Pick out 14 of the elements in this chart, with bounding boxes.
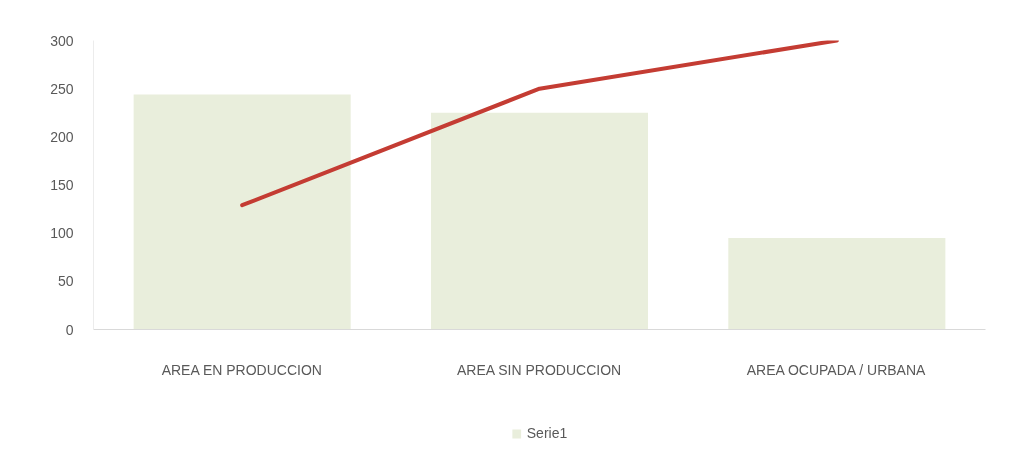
y-tick-label: 150 (50, 177, 74, 193)
y-tick-label: 50 (57, 273, 74, 290)
y-tick-label: 0 (65, 321, 74, 338)
x-tick-label: AREA SIN PRODUCCION (457, 361, 622, 378)
bar (133, 94, 351, 330)
x-tick-label: AREA EN PRODUCCION (161, 361, 322, 378)
bar (728, 237, 946, 330)
y-tick-label: 100 (50, 225, 74, 242)
y-tick-label: 300 (50, 32, 74, 49)
y-tick-label: 250 (50, 80, 74, 97)
y-tick-label: 200 (50, 128, 74, 145)
bar (430, 112, 649, 330)
x-tick-label: AREA OCUPADA / URBANA (746, 361, 927, 378)
legend-label: Serie1 (526, 425, 568, 441)
